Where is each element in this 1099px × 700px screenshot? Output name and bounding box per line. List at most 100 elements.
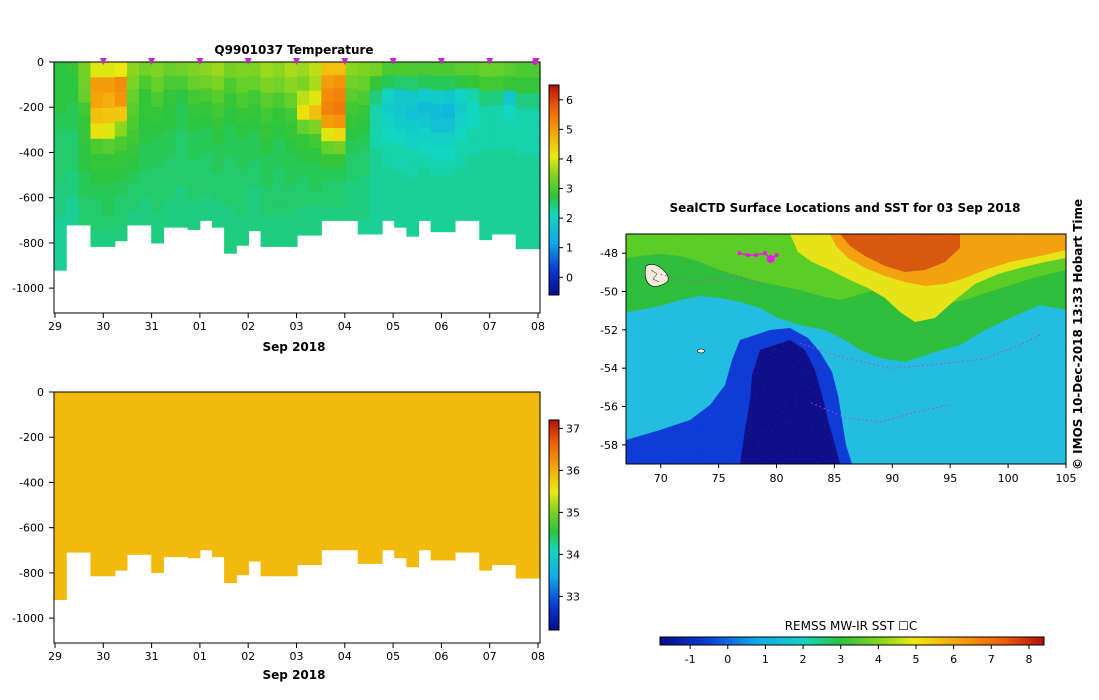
temperature-cell [321, 193, 335, 208]
temperature-cell [54, 183, 67, 202]
temperature-cell [491, 119, 505, 135]
x-tick-label: 105 [1056, 472, 1077, 485]
temperature-cell [248, 216, 262, 232]
temperature-cell [321, 207, 335, 221]
x-tick-label: 01 [193, 650, 207, 663]
colorbar-tick-label: 3 [837, 653, 844, 666]
salinity-cell [211, 392, 225, 558]
temperature-cell [479, 106, 492, 122]
salinity-cell [139, 392, 152, 555]
salinity-cell [151, 392, 164, 573]
temperature-cell [199, 127, 213, 142]
temperature-cell [272, 138, 286, 155]
temperature-cell [467, 180, 480, 195]
colorbar-tick-label: 34 [566, 548, 580, 561]
temperature-cell [418, 154, 432, 169]
temperature-cell [175, 103, 189, 118]
temperature-cell [491, 147, 505, 163]
temperature-cell [211, 199, 225, 214]
temperature-section-panel: Q9901037 Temperature 0 -200 -400 -600 -800 -1… [12, 43, 573, 354]
temperature-cell [211, 158, 225, 173]
temperature-cell [199, 180, 213, 195]
temperature-cell [418, 101, 432, 116]
temperature-cell [467, 62, 480, 76]
temperature-cell [272, 92, 286, 109]
temperature-cell [442, 76, 456, 91]
temperature-cell [199, 62, 213, 76]
x-tick-label: 100 [998, 472, 1019, 485]
colorbar-tick-label: 35 [566, 506, 580, 519]
temperature-cell [297, 134, 310, 150]
temperature-cell [309, 76, 322, 92]
profile-marker [99, 58, 107, 65]
x-tick-label: 03 [290, 650, 304, 663]
temperature-cell [151, 137, 164, 154]
temperature-cell [187, 201, 201, 216]
temperature-cell [503, 219, 517, 235]
temperature-cell [357, 90, 371, 106]
temperature-cell [114, 76, 128, 93]
temperature-cell [260, 138, 274, 155]
temperature-cell [163, 213, 177, 228]
colorbar-tick-label: 1 [762, 653, 769, 666]
temperature-cell [406, 192, 420, 208]
sst-zone-red [840, 234, 960, 272]
track-point [745, 253, 750, 258]
temperature-cell [175, 172, 189, 187]
temperature-cell [442, 146, 456, 162]
temperature-cell [54, 131, 67, 150]
temperature-cell [345, 127, 359, 142]
temperature-cell [151, 212, 164, 229]
temperature-cell [199, 167, 213, 182]
temperature-cell [321, 114, 335, 129]
temperature-cell [199, 193, 213, 208]
temperature-cell [406, 105, 420, 121]
temperature-cell [418, 167, 432, 182]
y-tick-label: -800 [19, 237, 44, 250]
salinity-cell [236, 392, 249, 576]
temperature-cell [309, 134, 322, 150]
seal-track-points [737, 251, 779, 263]
temperature-cell [187, 89, 201, 105]
profile-marker [437, 58, 445, 65]
temperature-cell [236, 199, 249, 216]
salinity-section-panel: 0 -200 -400 -600 -800 -1000 29 30 31 01 02 03 04 05 0… [12, 386, 580, 682]
island-kerguelen [644, 264, 669, 287]
temperature-cell [260, 92, 274, 109]
y-tick-label: -50 [600, 286, 618, 299]
temperature-cell [357, 76, 371, 92]
temperature-colorbar [548, 84, 560, 296]
temperature-cell [297, 148, 310, 164]
temperature-cell [126, 89, 140, 104]
temperature-cell [163, 172, 177, 187]
x-tick-label: 70 [654, 472, 668, 485]
temperature-cell [491, 205, 505, 221]
temperature-cell [442, 203, 456, 219]
colorbar-tick-label: 33 [566, 590, 580, 603]
y-tick-label: -52 [600, 324, 618, 337]
temperature-cell [90, 108, 104, 125]
colorbar-tick-label: 2 [800, 653, 807, 666]
temperature-cell [78, 89, 92, 104]
temperature-cell [515, 155, 529, 172]
temperature-cell [297, 191, 310, 207]
salinity-cell [454, 392, 468, 553]
temperature-cell [272, 215, 286, 232]
temperature-cell [406, 149, 420, 165]
temperature-cell [309, 191, 322, 207]
temperature-cell [199, 114, 213, 129]
temperature-cell [297, 220, 310, 236]
temperature-cell [454, 127, 468, 142]
temperature-cell [199, 141, 213, 155]
temperature-cell [260, 200, 274, 217]
temperature-cell [66, 116, 79, 131]
temperature-cell [284, 215, 298, 232]
temperature-cell [139, 129, 152, 145]
temperature-cell [430, 76, 444, 91]
temperature-cell [479, 135, 492, 152]
temperature-cell [151, 197, 164, 214]
temperature-cell [78, 62, 92, 77]
salinity-cell [369, 392, 383, 564]
temperature-cell [418, 88, 432, 103]
temperature-cell [369, 133, 383, 149]
